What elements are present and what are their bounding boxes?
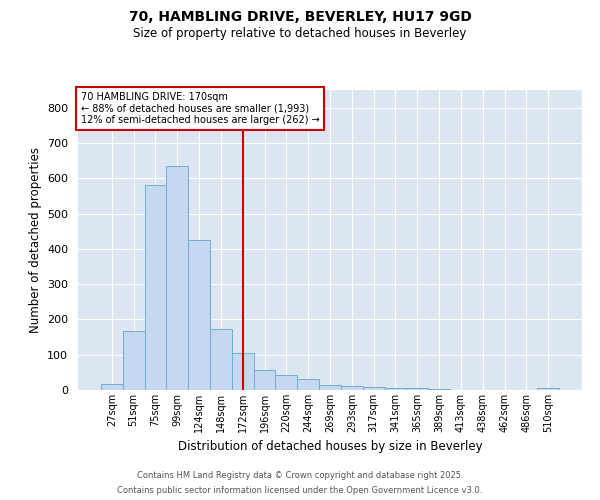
- Bar: [210, 330, 232, 390]
- Bar: [297, 380, 319, 390]
- Bar: [232, 353, 254, 390]
- Text: 70, HAMBLING DRIVE, BEVERLEY, HU17 9GD: 70, HAMBLING DRIVE, BEVERLEY, HU17 9GD: [128, 10, 472, 24]
- Bar: [123, 330, 145, 390]
- Bar: [254, 370, 275, 390]
- Text: Contains HM Land Registry data © Crown copyright and database right 2025.: Contains HM Land Registry data © Crown c…: [137, 471, 463, 480]
- X-axis label: Distribution of detached houses by size in Beverley: Distribution of detached houses by size …: [178, 440, 482, 454]
- Bar: [341, 386, 363, 390]
- Text: Contains public sector information licensed under the Open Government Licence v3: Contains public sector information licen…: [118, 486, 482, 495]
- Bar: [363, 387, 385, 390]
- Bar: [188, 240, 210, 390]
- Bar: [145, 186, 166, 390]
- Bar: [537, 388, 559, 390]
- Bar: [166, 166, 188, 390]
- Bar: [275, 375, 297, 390]
- Bar: [101, 384, 123, 390]
- Bar: [406, 388, 428, 390]
- Text: 70 HAMBLING DRIVE: 170sqm
← 88% of detached houses are smaller (1,993)
12% of se: 70 HAMBLING DRIVE: 170sqm ← 88% of detac…: [80, 92, 319, 124]
- Bar: [385, 388, 406, 390]
- Y-axis label: Number of detached properties: Number of detached properties: [29, 147, 41, 333]
- Bar: [319, 384, 341, 390]
- Bar: [428, 389, 450, 390]
- Text: Size of property relative to detached houses in Beverley: Size of property relative to detached ho…: [133, 28, 467, 40]
